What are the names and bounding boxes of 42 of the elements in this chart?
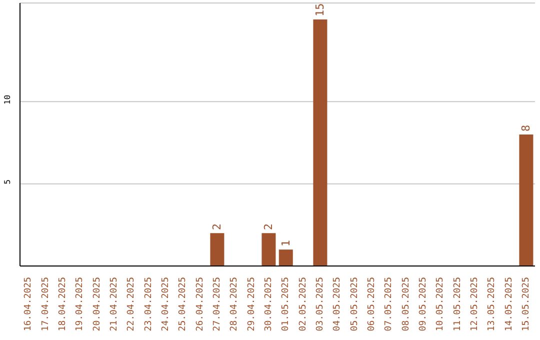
x-tick-label: 30.04.2025 (264, 277, 274, 332)
x-tick-label: 07.05.2025 (384, 277, 394, 332)
x-tick-label: 01.05.2025 (281, 277, 292, 332)
y-tick-label: 10 (3, 94, 12, 104)
bar (210, 233, 224, 266)
y-tick-label: 5 (3, 179, 12, 184)
data-label: 15 (314, 3, 327, 16)
x-tick-label: 13.05.2025 (487, 277, 498, 332)
x-tick-label: 11.05.2025 (452, 277, 463, 332)
x-tick-label: 12.05.2025 (470, 277, 480, 332)
x-tick-label: 18.04.2025 (58, 277, 68, 332)
x-tick-label: 27.04.2025 (212, 277, 222, 332)
x-tick-label: 28.04.2025 (230, 277, 240, 332)
x-tick-label: 06.05.2025 (366, 277, 377, 332)
x-tick-label: 05.05.2025 (350, 277, 360, 332)
x-tick-label: 21.04.2025 (109, 277, 120, 332)
data-label: 8 (520, 124, 533, 132)
x-tick-label: 17.04.2025 (40, 277, 51, 332)
bar (278, 250, 293, 266)
data-label: 2 (262, 224, 276, 230)
x-tick-label: 09.05.2025 (418, 277, 428, 332)
x-tick-label: 25.04.2025 (178, 277, 188, 332)
x-tick-label: 23.04.2025 (144, 277, 154, 332)
data-label: 2 (210, 224, 224, 230)
bar (313, 19, 328, 266)
bar (519, 134, 534, 266)
x-tick-label: 22.04.2025 (126, 277, 137, 332)
x-tick-label: 14.05.2025 (504, 277, 514, 332)
x-tick-label: 29.04.2025 (246, 277, 257, 332)
x-tick-label: 03.05.2025 (315, 277, 326, 332)
x-tick-label: 04.05.2025 (332, 277, 343, 332)
x-tick-label: 08.05.2025 (401, 277, 412, 332)
data-label: 1 (279, 240, 292, 247)
bar (262, 233, 276, 266)
x-tick-label: 19.04.2025 (75, 277, 86, 332)
x-tick-label: 15.05.2025 (521, 277, 532, 332)
x-tick-label: 16.04.2025 (24, 277, 34, 332)
x-tick-label: 02.05.2025 (298, 277, 308, 332)
x-tick-label: 26.04.2025 (195, 277, 206, 332)
x-tick-label: 20.04.2025 (92, 277, 102, 332)
x-tick-label: 10.05.2025 (436, 277, 446, 332)
x-tick-label: 24.04.2025 (160, 277, 171, 332)
